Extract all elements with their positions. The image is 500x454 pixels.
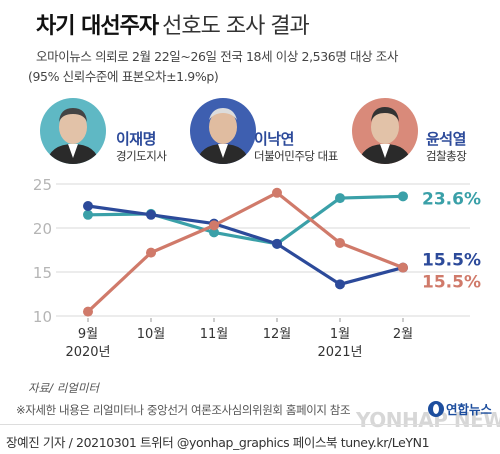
data-point <box>83 201 93 211</box>
data-point <box>398 191 408 202</box>
x-tick-label: 9월 <box>78 327 98 342</box>
data-point <box>335 193 345 204</box>
data-point <box>335 237 345 248</box>
credit-text: 장예진 기자 / 20210301 트위터 @yonhap_graphics 페… <box>6 435 430 450</box>
data-point <box>83 306 93 317</box>
x-year-label: 2020년 <box>65 345 110 360</box>
candidate-name: 윤석열 <box>426 130 466 148</box>
y-tick-label: 10 <box>33 308 52 326</box>
x-tick-label: 11월 <box>200 327 229 342</box>
data-point <box>209 227 219 238</box>
divider <box>0 424 500 425</box>
source-text: 자료/ 리얼미터 <box>28 381 100 395</box>
title-bold: 차기 대선주자 <box>36 14 159 39</box>
series-line <box>86 204 405 286</box>
candidate-photo <box>40 98 106 164</box>
data-point <box>398 262 408 273</box>
x-tick-label: 2월 <box>393 327 413 342</box>
candidate-role: 검찰총장 <box>426 149 467 163</box>
person-portrait-icon <box>352 98 418 164</box>
data-point <box>272 187 282 198</box>
candidate-name: 이재명 <box>116 130 156 148</box>
y-tick-label: 20 <box>33 220 52 238</box>
yonhap-logo: 연합뉴스 <box>428 398 492 418</box>
subtitle-margin: (95% 신뢰수준에 표본오차±1.9%p) <box>28 69 219 84</box>
person-portrait-icon <box>190 98 256 164</box>
data-point <box>146 247 156 258</box>
x-tick-label: 10월 <box>137 327 166 342</box>
line-chart: 10 15 20 25 9월 10월 11월 12월 1월 2월 2020년 2021년 23.6% 15… <box>33 176 481 360</box>
person-portrait-icon <box>40 98 106 164</box>
data-point <box>335 279 345 290</box>
data-point <box>83 209 93 220</box>
x-tick-label: 12월 <box>263 327 292 342</box>
candidate-role: 더불어민주당 대표 <box>254 149 338 163</box>
candidate-role: 경기도지사 <box>116 149 167 163</box>
series-line <box>86 191 405 314</box>
subtitle-survey: 오마이뉴스 의뢰로 2월 22일~26일 전국 18세 이상 2,536명 대상… <box>36 49 398 64</box>
title-light: 선호도 조사 결과 <box>162 14 310 39</box>
page-title: 차기 대선주자 선호도 조사 결과 <box>36 8 310 40</box>
y-tick-label: 15 <box>33 264 52 282</box>
candidate-photo <box>190 98 256 164</box>
data-point <box>209 220 219 231</box>
x-tick-label: 1월 <box>330 327 350 342</box>
end-value-label: 23.6% <box>422 189 481 209</box>
end-value-label: 15.5% <box>422 251 481 271</box>
candidate-name: 이낙연 <box>254 130 294 148</box>
data-point <box>272 238 282 249</box>
series-line <box>86 194 405 246</box>
y-tick-label: 25 <box>33 176 52 194</box>
end-value-label: 15.5% <box>422 273 481 293</box>
note-text: ※자세한 내용은 리얼미터나 중앙선거 여론조사심의위원회 홈페이지 참조 <box>16 403 351 417</box>
logo-text: 연합뉴스 <box>446 402 493 417</box>
data-point <box>146 209 156 220</box>
x-year-label: 2021년 <box>317 345 362 360</box>
candidate-photo <box>352 98 418 164</box>
yonhap-logo-icon <box>428 400 444 417</box>
